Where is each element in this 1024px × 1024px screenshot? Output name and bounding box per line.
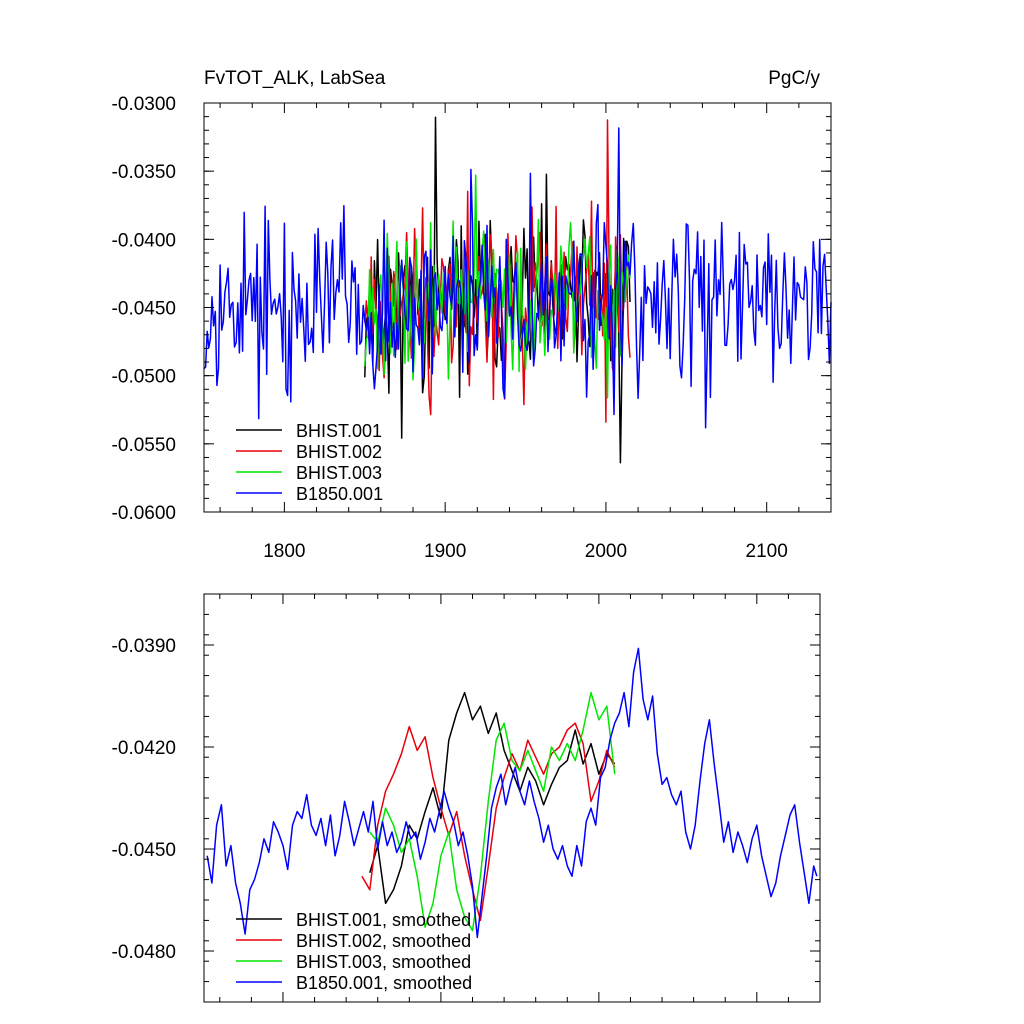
y-tick-label: -0.0480 [112, 942, 176, 963]
y-tick-label: -0.0300 [112, 94, 176, 115]
series-line-3 [364, 174, 631, 399]
x-tick-label: 2000 [585, 541, 627, 562]
x-tick-label: 1800 [263, 541, 305, 562]
panel-top-title-left: FvTOT_ALK, LabSea [204, 68, 386, 89]
series-line-4 [203, 127, 832, 429]
series-line-3 [369, 691, 616, 932]
y-tick-label: -0.0550 [112, 435, 176, 456]
y-tick-label: -0.0390 [112, 636, 176, 657]
panel-top-title-right: PgC/y [768, 68, 820, 89]
legend-label: B1850.001 [296, 484, 383, 504]
y-tick-label: -0.0500 [112, 367, 176, 388]
legend-label: BHIST.001, smoothed [296, 910, 471, 930]
legend-label: BHIST.003, smoothed [296, 952, 471, 972]
legend-label: BHIST.002, smoothed [296, 931, 471, 951]
y-tick-label: -0.0600 [112, 503, 176, 524]
panel-bottom-series-group [206, 647, 818, 939]
panel-top-series-group [203, 116, 832, 464]
legend-label: B1850.001, smoothed [296, 973, 472, 993]
panel-top: FvTOT_ALK, LabSea PgC/y -0.0300-0.0350-0… [112, 68, 832, 562]
series-line-2 [361, 722, 616, 922]
y-tick-label: -0.0350 [112, 162, 176, 183]
series-line-1 [369, 691, 616, 905]
legend-label: BHIST.001 [296, 421, 382, 441]
panel-top-ticks: -0.0300 -0.0350 -0.0400 -0.0450 -0.0500 -0.05… [112, 94, 832, 562]
panel-bottom: -0.0390 -0.0420 -0.0450 -0.0480 BHIST.001, … [112, 593, 821, 1003]
y-tick-label: -0.0450 [112, 840, 176, 861]
panel-bottom-ticks: -0.0390 -0.0420 -0.0450 -0.0480 [112, 593, 821, 1003]
y-tick-label: -0.0420 [112, 738, 176, 759]
y-tick-label: -0.0400 [112, 230, 176, 251]
x-tick-label: 1900 [424, 541, 466, 562]
series-line-4 [206, 647, 818, 939]
y-tick-label: -0.0450 [112, 299, 176, 320]
x-tick-label: 2100 [746, 541, 788, 562]
legend-label: BHIST.003 [296, 463, 382, 483]
legend-label: BHIST.002 [296, 442, 382, 462]
